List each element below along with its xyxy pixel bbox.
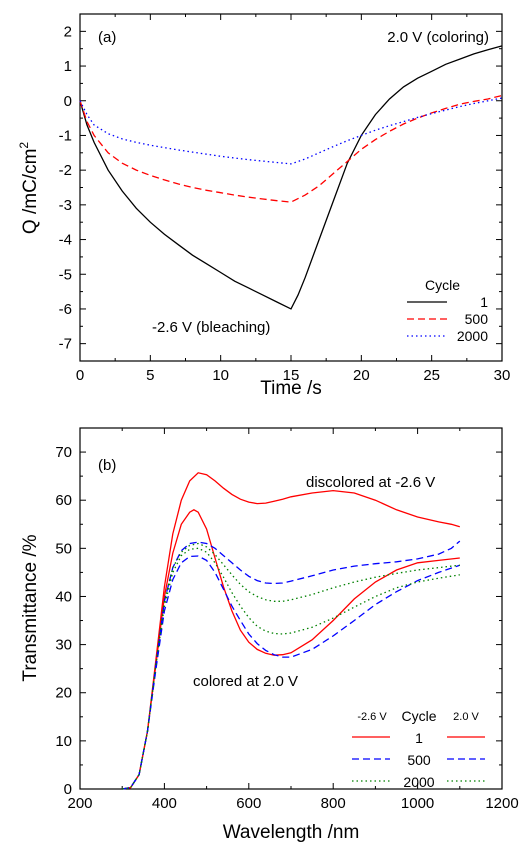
panel-b-series-line-2000-colored bbox=[122, 547, 460, 790]
panel-a-y-tick-label: -3 bbox=[59, 197, 72, 214]
panel-b-y-tick-label: 0 bbox=[64, 781, 72, 798]
discolored-annotation: discolored at -2.6 V bbox=[306, 474, 435, 491]
panel-b-series-line-500-bleached bbox=[122, 540, 461, 790]
panel-a-legend-label-2000: 2000 bbox=[457, 328, 488, 344]
panel-a-y-axis-label: Q /mC/cm2 bbox=[17, 142, 41, 235]
panel-a-x-axis-label: Time /s bbox=[260, 378, 322, 399]
panel-a-y-tick-label: -4 bbox=[59, 232, 72, 249]
panel-a-y-tick-label: 0 bbox=[64, 93, 72, 110]
panel-b-series-line-1-bleached bbox=[122, 472, 460, 790]
bleaching-annotation: -2.6 V (bleaching) bbox=[152, 319, 270, 336]
panel-a-y-tick-label: -2 bbox=[59, 162, 72, 179]
colored-annotation: colored at 2.0 V bbox=[193, 673, 298, 690]
panel-b-legend-label-500: 500 bbox=[407, 752, 431, 768]
panel-a-legend-label-500: 500 bbox=[465, 311, 489, 327]
panel-b-x-axis-label: Wavelength /nm bbox=[223, 822, 360, 843]
panel-b-legend-left-header: -2.6 V bbox=[357, 711, 387, 723]
panel-a-y-tick-label: -7 bbox=[59, 336, 72, 353]
panel-b-y-tick-label: 70 bbox=[55, 444, 72, 461]
panel-b-series-line-2000-bleached bbox=[122, 542, 460, 790]
panel-b-y-tick-label: 40 bbox=[55, 588, 72, 605]
panel-b-label: (b) bbox=[98, 457, 116, 474]
panel-b-series-line-1-colored bbox=[122, 509, 460, 790]
panel-a-y-axis-label-sup: 2 bbox=[17, 142, 31, 149]
panel-a-legend-title: Cycle bbox=[425, 277, 460, 293]
panel-a-series-line-2000 bbox=[79, 97, 503, 165]
panel-a-y-tick-label: 2 bbox=[64, 23, 72, 40]
panel-b-legend-label-1: 1 bbox=[415, 730, 423, 746]
panel-a-series-line-500 bbox=[79, 94, 503, 203]
panel-a-y-tick-label: -5 bbox=[59, 266, 72, 283]
panel-b-x-tick-label: 1000 bbox=[401, 795, 434, 812]
panel-b-legend-label-2000: 2000 bbox=[403, 774, 434, 790]
panel-b-y-tick-label: 10 bbox=[55, 733, 72, 750]
panel-b-y-axis-label: Transmittance /% bbox=[20, 534, 41, 681]
panel-b-x-tick-label: 200 bbox=[67, 795, 92, 812]
panel-a-x-tick-label: 30 bbox=[494, 367, 511, 384]
panel-a-x-tick-label: 20 bbox=[353, 367, 370, 384]
panel-b-x-tick-label: 800 bbox=[321, 795, 346, 812]
panel-a-x-tick-label: 10 bbox=[212, 367, 229, 384]
panel-b-series-line-500-colored bbox=[122, 555, 461, 790]
panel-b-y-tick-label: 60 bbox=[55, 492, 72, 509]
panel-a-y-tick-label: -1 bbox=[59, 127, 72, 144]
panel-a-legend-label-1: 1 bbox=[480, 294, 488, 310]
panel-b-legend-title: Cycle bbox=[401, 708, 436, 724]
panel-a-x-tick-label: 15 bbox=[283, 367, 300, 384]
panel-a-series-line-1 bbox=[79, 45, 503, 310]
panel-a-y-tick-label: 1 bbox=[64, 58, 72, 75]
panel-b-legend: -2.6 V Cycle 2.0 V 1 500 2000 bbox=[352, 708, 485, 790]
panel-b-x-tick-label: 400 bbox=[152, 795, 177, 812]
panel-b-legend-right-header: 2.0 V bbox=[453, 711, 479, 723]
coloring-annotation: 2.0 V (coloring) bbox=[387, 29, 489, 46]
panel-a-label: (a) bbox=[98, 29, 116, 46]
panel-a-x-tick-label: 0 bbox=[76, 367, 84, 384]
panel-b-x-tick-label: 1200 bbox=[485, 795, 518, 812]
panel-b-y-tick-label: 30 bbox=[55, 637, 72, 654]
panel-b-y-tick-label: 50 bbox=[55, 540, 72, 557]
panel-b-x-tick-label: 600 bbox=[236, 795, 261, 812]
panel-a-y-axis-label-main: Q /mC/cm bbox=[20, 149, 41, 235]
panel-a-y-tick-label: -6 bbox=[59, 301, 72, 318]
panel-a-x-tick-label: 25 bbox=[423, 367, 440, 384]
panel-a-x-tick-label: 5 bbox=[146, 367, 154, 384]
panel-b-plot-frame bbox=[79, 427, 503, 790]
panel-b-y-tick-label: 20 bbox=[55, 685, 72, 702]
